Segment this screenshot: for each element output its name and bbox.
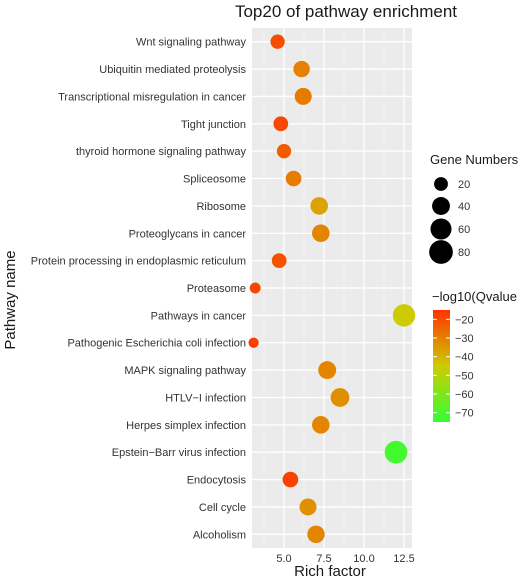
- color-legend: −log10(Qvalue −20 −30 −40 −50 −60 −70: [432, 289, 517, 422]
- size-legend-label: 20: [458, 179, 470, 191]
- chart-title: Top20 of pathway enrichment: [235, 2, 457, 21]
- color-legend-title: −log10(Qvalue: [432, 289, 517, 304]
- y-tick-label: Alcoholism: [193, 529, 246, 541]
- size-legend-key: [432, 197, 450, 215]
- x-tick-label: 7.5: [316, 553, 331, 565]
- size-legend-title: Gene Numbers: [430, 152, 519, 167]
- size-legend: Gene Numbers 20 40 60 80: [429, 152, 519, 264]
- y-tick-label: HTLV−I infection: [165, 392, 246, 404]
- y-tick-label: Ubiquitin mediated proteolysis: [99, 64, 246, 76]
- data-point: [271, 253, 287, 269]
- x-tick-labels: 5.0 7.5 10.0 12.5: [276, 553, 414, 565]
- data-point: [294, 87, 312, 105]
- data-point: [299, 498, 317, 516]
- data-point: [270, 34, 285, 49]
- x-axis-label: Rich factor: [294, 563, 366, 580]
- color-legend-label: −40: [455, 352, 474, 364]
- x-tick-label: 12.5: [393, 553, 414, 565]
- size-legend-key: [430, 218, 452, 240]
- data-points: [248, 34, 416, 544]
- data-point: [248, 337, 259, 348]
- data-point: [330, 388, 350, 407]
- y-tick-label: Protein processing in endoplasmic reticu…: [31, 256, 246, 268]
- data-point: [310, 197, 328, 215]
- size-legend-items: 20 40 60 80: [429, 177, 470, 264]
- y-tick-label: thyroid hormone signaling pathway: [76, 146, 246, 158]
- color-legend-bar: [433, 310, 450, 422]
- size-legend-key: [429, 240, 453, 264]
- y-tick-label: Pathogenic Escherichia coli infection: [67, 338, 246, 350]
- data-point: [307, 525, 325, 544]
- data-point: [293, 60, 310, 78]
- color-legend-label: −60: [455, 389, 474, 401]
- y-tick-labels: Wnt signaling pathway Ubiquitin mediated …: [31, 37, 247, 542]
- y-tick-label: Transcriptional misregulation in cancer: [58, 91, 246, 103]
- y-tick-label: Wnt signaling pathway: [136, 37, 247, 49]
- data-point: [273, 116, 289, 132]
- y-tick-label: Epstein−Barr virus infection: [112, 447, 246, 459]
- color-legend-label: −70: [455, 408, 474, 420]
- y-tick-label: Proteasome: [187, 283, 246, 295]
- size-legend-label: 80: [458, 247, 470, 259]
- color-legend-label: −30: [455, 333, 474, 345]
- y-tick-label: MAPK signaling pathway: [124, 365, 246, 377]
- y-tick-label: Herpes simplex infection: [126, 420, 246, 432]
- color-legend-ticks: −20 −30 −40 −50 −60 −70: [433, 314, 474, 420]
- size-legend-label: 60: [458, 224, 470, 236]
- y-tick-label: Endocytosis: [187, 475, 247, 487]
- data-point: [318, 361, 337, 380]
- data-point: [312, 416, 330, 434]
- y-tick-label: Tight junction: [181, 119, 246, 131]
- data-point: [384, 440, 408, 464]
- y-tick-label: Cell cycle: [199, 502, 246, 514]
- data-point: [249, 282, 261, 294]
- y-tick-label: Spliceosome: [183, 174, 246, 186]
- data-point: [285, 170, 302, 187]
- color-legend-label: −50: [455, 370, 474, 382]
- data-point: [276, 143, 292, 159]
- color-legend-label: −20: [455, 314, 474, 326]
- data-point: [312, 224, 330, 243]
- y-tick-label: Pathways in cancer: [151, 310, 247, 322]
- x-tick-label: 10.0: [353, 553, 374, 565]
- y-tick-label: Ribosome: [196, 201, 246, 213]
- size-legend-key: [434, 177, 448, 191]
- y-axis-label: Pathway name: [2, 250, 19, 349]
- x-tick-label: 5.0: [276, 553, 291, 565]
- size-legend-label: 40: [458, 201, 470, 213]
- data-point: [392, 304, 416, 327]
- y-tick-label: Proteoglycans in cancer: [129, 228, 247, 240]
- data-point: [282, 471, 299, 488]
